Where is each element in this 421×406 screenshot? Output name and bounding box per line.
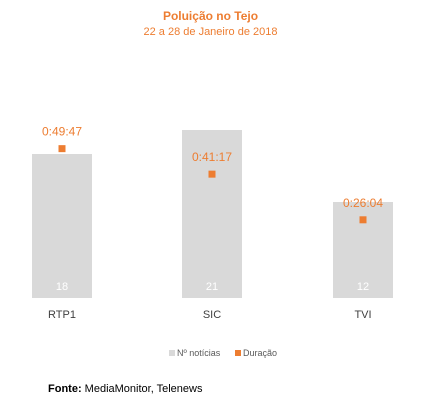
legend: Nº notícias Duração — [169, 348, 277, 358]
duration-label-tvi: 0:26:04 — [343, 196, 383, 210]
duration-point-sic — [208, 170, 216, 178]
bar-value-label-sic: 21 — [206, 281, 218, 293]
duration-point-tvi — [359, 216, 367, 224]
legend-label-noticias: Nº notícias — [177, 348, 221, 358]
category-label-rtp1: RTP1 — [48, 309, 76, 321]
category-label-sic: SIC — [203, 309, 221, 321]
category-label-tvi: TVI — [354, 309, 371, 321]
bar-rtp1 — [32, 154, 92, 298]
plot-area: 18 RTP1 0:49:47 21 SIC 0:41:17 12 TVI 0:26:04 — [32, 125, 393, 321]
duration-label-sic: 0:41:17 — [192, 150, 232, 164]
source-text: MediaMonitor, Telenews — [82, 383, 203, 395]
duration-label-rtp1: 0:49:47 — [42, 125, 82, 139]
bar-sic — [182, 130, 242, 298]
bar-value-label-rtp1: 18 — [56, 281, 68, 293]
bar-value-label-tvi: 12 — [357, 281, 369, 293]
legend-swatch-noticias — [169, 350, 175, 356]
legend-label-duracao: Duração — [243, 348, 277, 358]
chart-title: Poluição no Tejo — [163, 9, 258, 23]
duration-point-rtp1 — [58, 145, 66, 153]
source-line: Fonte: MediaMonitor, Telenews — [48, 383, 203, 395]
source-label: Fonte: — [48, 383, 82, 395]
legend-swatch-duracao — [235, 350, 241, 356]
chart-subtitle: 22 a 28 de Janeiro de 2018 — [144, 26, 278, 38]
